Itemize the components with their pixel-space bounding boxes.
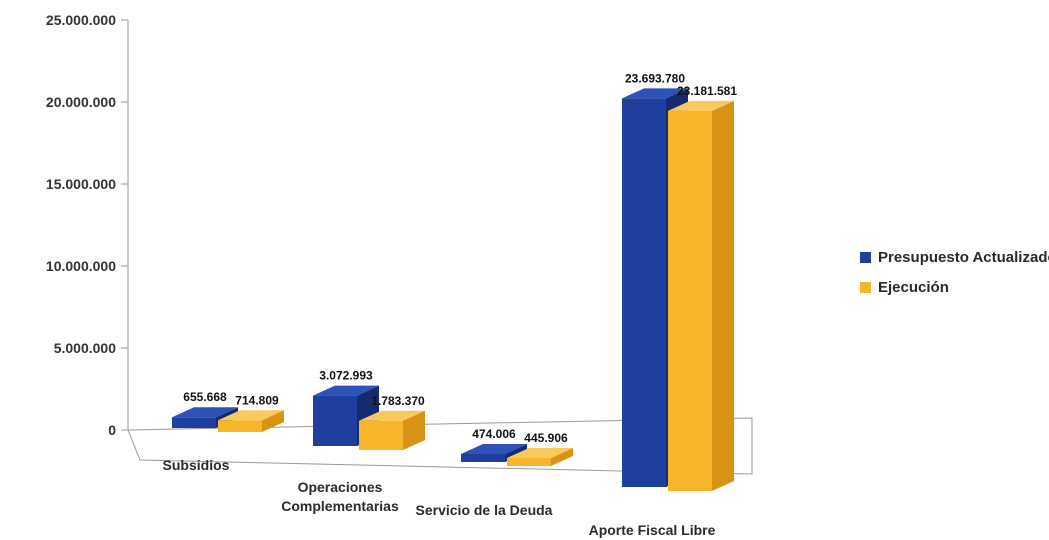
bar-top-1-1 — [359, 410, 425, 421]
legend-label-1: Ejecución — [878, 279, 949, 296]
bar-top-0-3 — [622, 88, 688, 99]
bar-top-1-0 — [218, 410, 284, 421]
bar-top-0-2 — [461, 444, 527, 454]
y-tick-label: 0 — [108, 422, 116, 438]
data-label-0-3: 23.693.780 — [625, 71, 685, 85]
y-tick-label: 15.000.000 — [46, 176, 116, 192]
legend-swatch-0 — [860, 252, 871, 263]
bar-presupuesto-0 — [172, 417, 216, 428]
bar-ejecucion-1 — [359, 420, 403, 450]
y-tick-label: 20.000.000 — [46, 94, 116, 110]
floor-plane — [127, 417, 753, 475]
axes-layer: 0 5.000.000 10.000.000 15.000.000 20.000.000… — [46, 12, 753, 475]
data-label-1-0: 714.809 — [235, 393, 279, 407]
bar-side-1-0 — [262, 410, 284, 432]
bar-side-1-2 — [551, 448, 573, 466]
bar-top-0-0 — [172, 407, 238, 418]
bar-presupuesto-3 — [622, 98, 666, 488]
legend[interactable]: Presupuesto Actualizado Ejecución — [860, 249, 1049, 296]
data-label-1-3: 23.181.581 — [677, 84, 737, 98]
category-label-1: Complementarias — [281, 498, 399, 514]
category-label-3: Aporte Fiscal Libre — [589, 522, 716, 538]
bars-layer — [172, 88, 734, 491]
bar-side-1-3 — [712, 100, 734, 491]
data-label-0-1: 3.072.993 — [319, 369, 373, 383]
data-label-1-2: 445.906 — [524, 431, 568, 445]
legend-swatch-1 — [860, 282, 871, 293]
bar-top-1-2 — [507, 448, 573, 458]
data-label-0-0: 655.668 — [183, 390, 227, 404]
bar-top-0-1 — [313, 385, 379, 396]
bar-presupuesto-1 — [313, 395, 357, 446]
legend-label-0: Presupuesto Actualizado — [878, 249, 1049, 266]
bar-ejecucion-3 — [668, 110, 712, 491]
category-label-0: Subsidios — [163, 457, 230, 473]
bar-presupuesto-2 — [461, 454, 505, 462]
bar-ejecucion-0 — [218, 420, 262, 432]
category-label-1: Operaciones — [298, 479, 383, 495]
category-label-2: Servicio de la Deuda — [416, 502, 553, 518]
bar-top-1-3 — [668, 100, 734, 111]
y-tick-label: 5.000.000 — [54, 340, 116, 356]
bar-side-1-1 — [403, 410, 425, 450]
y-tick-label: 25.000.000 — [46, 12, 116, 28]
bar-ejecucion-2 — [507, 458, 551, 466]
data-label-1-1: 1.783.370 — [371, 394, 425, 408]
data-label-0-2: 474.006 — [472, 427, 516, 441]
y-tick-label: 10.000.000 — [46, 258, 116, 274]
labels-layer: 655.668 714.809 3.072.993 1.783.370 474.006 4… — [163, 71, 738, 538]
